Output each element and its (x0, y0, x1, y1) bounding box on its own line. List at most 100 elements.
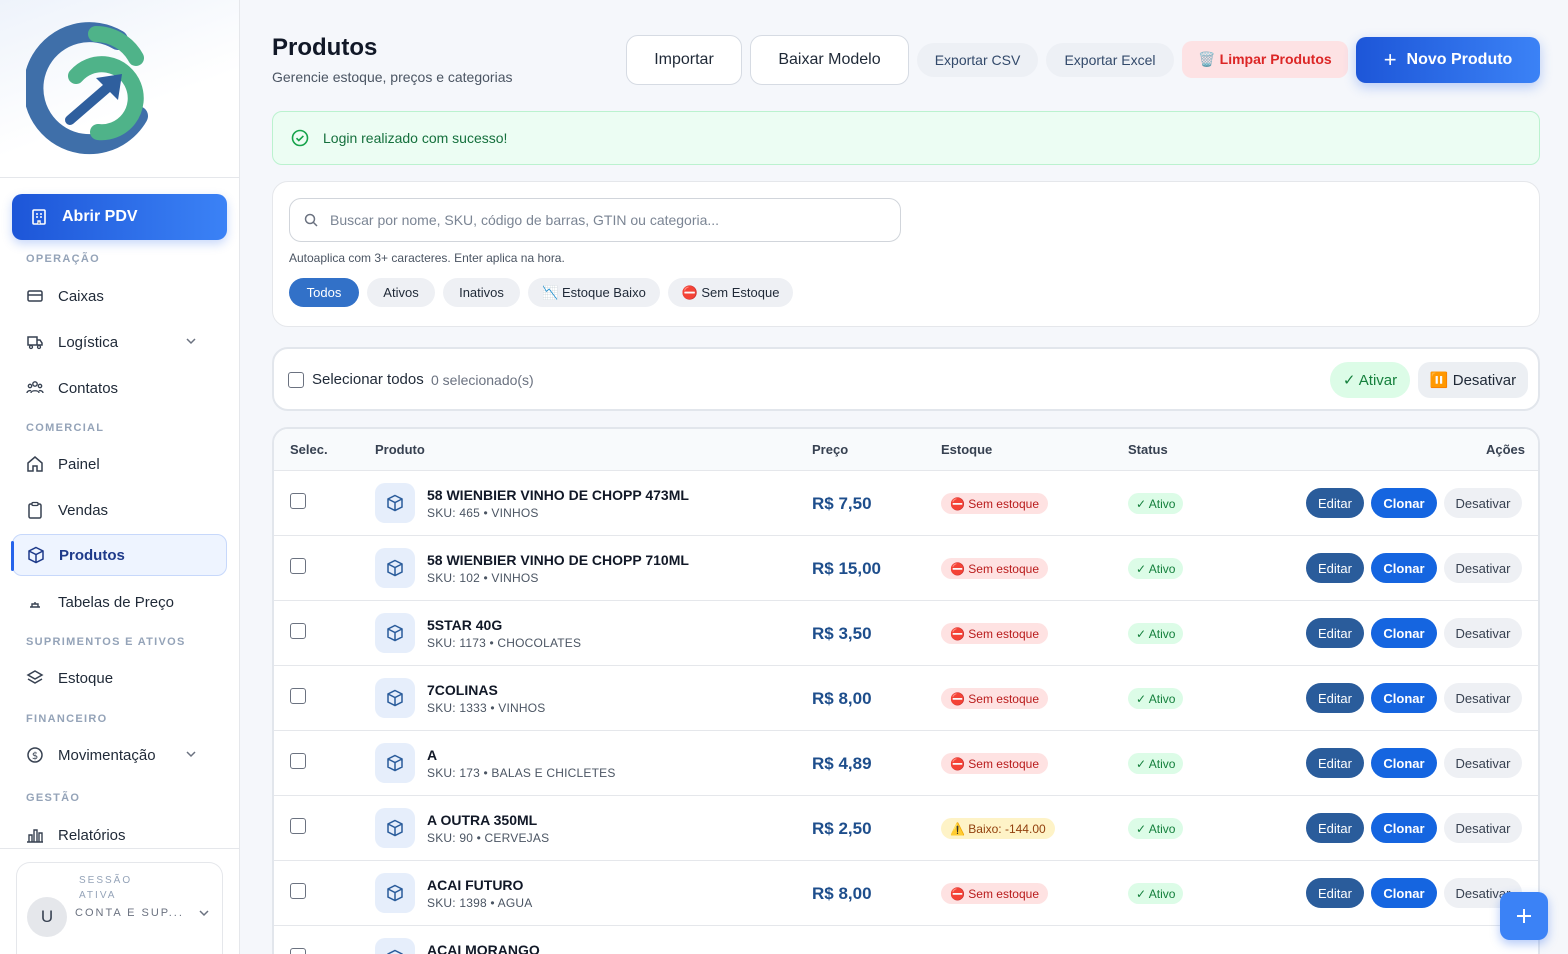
product-meta: SKU: 1333 • VINHOS (427, 701, 546, 715)
deactivate-button[interactable]: Desativar (1444, 748, 1522, 778)
sidebar-item-movimentacao[interactable]: $ Movimentação (12, 734, 227, 776)
row-checkbox[interactable] (290, 818, 306, 834)
register-icon (27, 290, 43, 302)
bulk-deactivate-button[interactable]: ⏸️ Desativar (1418, 362, 1528, 398)
clone-button[interactable]: Clonar (1371, 878, 1437, 908)
product-name[interactable]: 5STAR 40G (427, 617, 503, 633)
home-icon (27, 456, 43, 472)
download-template-button[interactable]: Baixar Modelo (750, 35, 909, 85)
row-checkbox[interactable] (290, 948, 306, 954)
floating-add-button[interactable] (1500, 892, 1548, 940)
stock-badge: ⛔ Sem estoque (941, 753, 1048, 774)
filter-chip-estoque-baixo[interactable]: 📉 Estoque Baixo (528, 278, 660, 307)
sidebar-item-produtos[interactable]: Produtos (11, 534, 227, 576)
product-name[interactable]: A (427, 747, 438, 763)
deactivate-button[interactable]: Desativar (1444, 618, 1522, 648)
export-excel-button[interactable]: Exportar Excel (1046, 43, 1174, 77)
layers-icon (26, 670, 44, 684)
edit-button[interactable]: Editar (1306, 878, 1364, 908)
search-input[interactable] (330, 212, 890, 228)
product-name[interactable]: ACAI MORANGO (427, 942, 540, 954)
sidebar-item-contatos[interactable]: Contatos (12, 367, 227, 409)
select-all-checkbox[interactable] (288, 372, 304, 388)
price-tag-icon (30, 602, 40, 608)
edit-button[interactable]: Editar (1306, 618, 1364, 648)
sidebar-item-logistica[interactable]: Logística (12, 321, 227, 363)
sidebar-item-tabelas-preco[interactable]: Tabelas de Preço (12, 581, 227, 623)
section-comercial: COMERCIAL (26, 422, 105, 434)
selected-count: 0 selecionado(s) (431, 372, 534, 388)
clear-products-button[interactable]: 🗑️ Limpar Produtos (1182, 41, 1348, 78)
deactivate-button[interactable]: Desativar (1444, 813, 1522, 843)
product-name[interactable]: 58 WIENBIER VINHO DE CHOPP 473ML (427, 487, 689, 503)
clone-button[interactable]: Clonar (1371, 618, 1437, 648)
product-name[interactable]: 7COLINAS (427, 682, 498, 698)
filter-chip-todos[interactable]: Todos (289, 278, 359, 307)
sidebar-item-label: Produtos (59, 546, 125, 564)
row-checkbox[interactable] (290, 558, 306, 574)
export-csv-button[interactable]: Exportar CSV (917, 43, 1038, 77)
deactivate-button[interactable]: Desativar (1444, 488, 1522, 518)
product-name[interactable]: 58 WIENBIER VINHO DE CHOPP 710ML (427, 552, 689, 568)
status-badge: ✓ Ativo (1128, 493, 1184, 514)
new-product-label: Novo Produto (1406, 51, 1513, 68)
product-box-icon (375, 678, 415, 718)
table-row: 5STAR 40G SKU: 1173 • CHOCOLATES R$ 3,50 ⛔ … (274, 601, 1538, 666)
check-circle-icon (291, 129, 309, 147)
users-icon (26, 381, 44, 394)
table-row: 58 WIENBIER VINHO DE CHOPP 473ML SKU: 465… (274, 471, 1538, 536)
edit-button[interactable]: Editar (1306, 488, 1364, 518)
sidebar-item-painel[interactable]: Painel (12, 443, 227, 485)
chevron-down-icon (186, 338, 196, 345)
product-name[interactable]: A OUTRA 350ML (427, 812, 538, 828)
clone-button[interactable]: Clonar (1371, 488, 1437, 518)
product-box-icon (375, 808, 415, 848)
import-button[interactable]: Importar (626, 35, 742, 85)
product-box-icon (375, 483, 415, 523)
edit-button[interactable]: Editar (1306, 748, 1364, 778)
session-card[interactable]: U SESSÃO ATIVA CONTA E SUP... (16, 862, 223, 954)
clone-button[interactable]: Clonar (1371, 553, 1437, 583)
col-produto: Produto (375, 442, 425, 457)
row-checkbox[interactable] (290, 688, 306, 704)
open-pdv-button[interactable]: Abrir PDV (12, 194, 227, 240)
product-name[interactable]: ACAI FUTURO (427, 877, 524, 893)
select-all-label[interactable]: Selecionar todos (312, 371, 424, 388)
row-checkbox[interactable] (290, 493, 306, 509)
section-suprimentos: SUPRIMENTOS E ATIVOS (26, 636, 186, 648)
clone-button[interactable]: Clonar (1371, 813, 1437, 843)
filter-chip-ativos[interactable]: Ativos (367, 278, 435, 307)
filter-chip-inativos[interactable]: Inativos (443, 278, 520, 307)
row-checkbox[interactable] (290, 623, 306, 639)
status-badge: ✓ Ativo (1128, 688, 1184, 709)
section-gestao: GESTÃO (26, 792, 81, 804)
table-row: 58 WIENBIER VINHO DE CHOPP 710ML SKU: 102… (274, 536, 1538, 601)
sidebar-item-caixas[interactable]: Caixas (12, 275, 227, 317)
edit-button[interactable]: Editar (1306, 553, 1364, 583)
row-checkbox[interactable] (290, 883, 306, 899)
search-box[interactable] (289, 198, 901, 242)
row-checkbox[interactable] (290, 753, 306, 769)
deactivate-button[interactable]: Desativar (1444, 553, 1522, 583)
sidebar-item-relatorios[interactable]: Relatórios (12, 814, 227, 856)
table-row: 7COLINAS SKU: 1333 • VINHOS R$ 8,00 ⛔ Sem e… (274, 666, 1538, 731)
new-product-button[interactable]: + Novo Produto (1356, 37, 1540, 83)
plus-icon (1517, 909, 1531, 923)
filter-chip-sem-estoque[interactable]: ⛔ Sem Estoque (668, 278, 793, 307)
product-meta: SKU: 102 • VINHOS (427, 571, 539, 585)
sidebar-item-label: Movimentação (58, 746, 156, 764)
sidebar-item-vendas[interactable]: Vendas (12, 489, 227, 531)
clone-button[interactable]: Clonar (1371, 748, 1437, 778)
product-box-icon (375, 613, 415, 653)
bulk-activate-button[interactable]: ✓ Ativar (1330, 362, 1410, 398)
table-header: Selec. Produto Preço Estoque Status Açõe… (274, 429, 1538, 471)
logo-area (0, 0, 239, 178)
edit-button[interactable]: Editar (1306, 813, 1364, 843)
success-alert: Login realizado com sucesso! (272, 111, 1540, 165)
clone-button[interactable]: Clonar (1371, 683, 1437, 713)
status-badge: ✓ Ativo (1128, 883, 1184, 904)
status-badge: ✓ Ativo (1128, 623, 1184, 644)
sidebar-item-estoque[interactable]: Estoque (12, 657, 227, 699)
deactivate-button[interactable]: Desativar (1444, 683, 1522, 713)
edit-button[interactable]: Editar (1306, 683, 1364, 713)
